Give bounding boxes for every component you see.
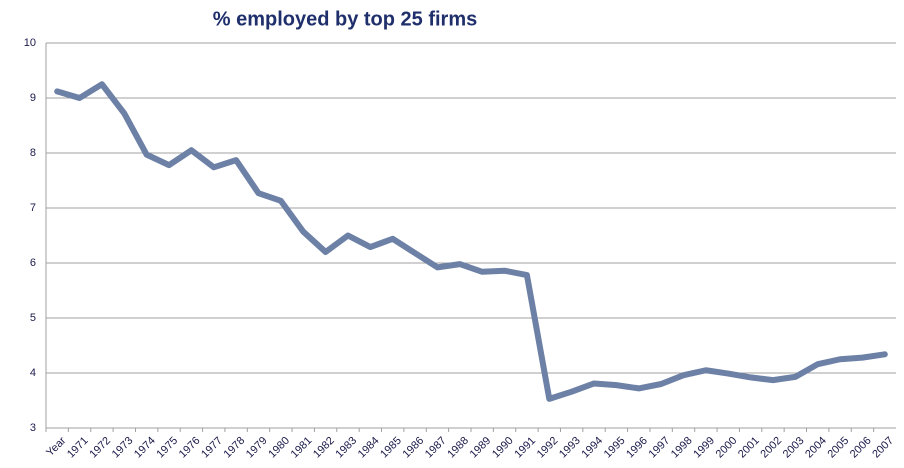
x-tick-label: 1989 (468, 435, 494, 461)
x-tick-label: 1993 (557, 435, 583, 461)
x-tick-label: 2007 (870, 435, 896, 461)
x-tick-label: 1995 (602, 435, 628, 461)
x-tick-label: 2006 (848, 435, 874, 461)
x-tick-label: 1999 (691, 435, 717, 461)
x-tick-label: 1985 (378, 435, 404, 461)
x-tick-label: 1988 (445, 435, 471, 461)
x-tick-label: 1984 (356, 435, 382, 461)
y-tick-label: 7 (30, 202, 36, 214)
x-tick-label: 1976 (177, 435, 203, 461)
x-tick-label: 1975 (154, 435, 180, 461)
x-tick-label: 2000 (714, 435, 740, 461)
x-tick-label: 1987 (423, 435, 449, 461)
x-tick-label: 2003 (781, 435, 807, 461)
x-tick-label: 1990 (490, 435, 516, 461)
x-tick-label: 1996 (624, 435, 650, 461)
y-tick-label: 10 (24, 37, 36, 49)
y-tick-label: 4 (30, 367, 36, 379)
chart-title: % employed by top 25 firms (213, 8, 478, 30)
x-tick-label: 1994 (579, 435, 605, 461)
x-tick-label: 1982 (311, 435, 337, 461)
x-tick-label: 2004 (803, 435, 829, 461)
x-tick-label: 1977 (199, 435, 225, 461)
x-tick-label: Year (44, 434, 68, 458)
x-tick-label: 1978 (222, 435, 248, 461)
y-tick-label: 8 (30, 147, 36, 159)
x-tick-label: 2001 (736, 435, 762, 461)
x-tick-label: 1971 (65, 435, 91, 461)
x-tick-label: 2005 (825, 435, 851, 461)
x-tick-label: 1972 (87, 435, 113, 461)
x-tick-label: 1979 (244, 435, 270, 461)
x-tick-label: 1998 (669, 435, 695, 461)
y-tick-label: 5 (30, 312, 36, 324)
y-tick-label: 6 (30, 257, 36, 269)
data-line (54, 81, 888, 402)
x-tick-label: 2002 (758, 435, 784, 461)
x-tick-label: 1991 (512, 435, 538, 461)
x-tick-label: 1974 (132, 435, 158, 461)
x-tick-label: 1980 (266, 435, 292, 461)
x-tick-label: 1983 (333, 435, 359, 461)
x-tick-label: 1997 (647, 435, 673, 461)
x-tick-label: 1973 (110, 435, 136, 461)
x-tick-label: 1992 (535, 435, 561, 461)
y-tick-label: 3 (30, 422, 36, 434)
x-tick-label: 1986 (400, 435, 426, 461)
x-tick-label: 1981 (289, 435, 315, 461)
y-tick-label: 9 (30, 92, 36, 104)
